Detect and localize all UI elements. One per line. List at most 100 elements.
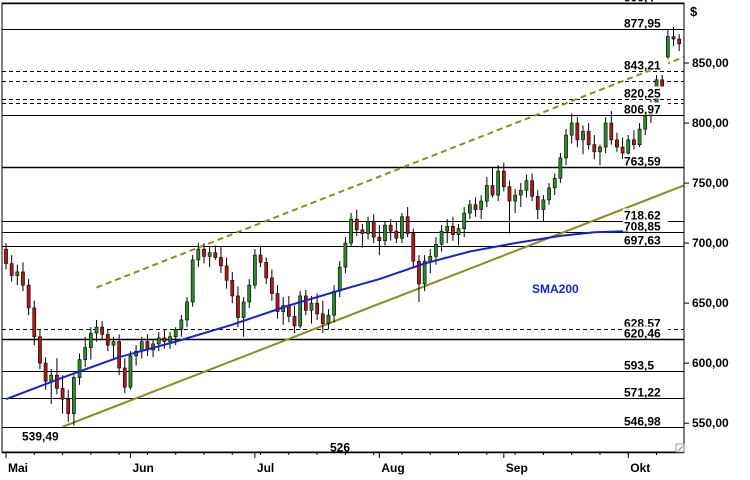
level-label: 820,25	[624, 87, 661, 101]
candle-body-up	[337, 266, 342, 292]
candle	[637, 123, 642, 148]
candle-body-down	[38, 336, 42, 364]
candle-body-up	[513, 194, 517, 202]
candle	[411, 228, 416, 268]
candle-body-up	[185, 301, 189, 321]
candle-body-down	[292, 316, 297, 327]
candle	[417, 255, 421, 302]
candle-body-up	[462, 212, 467, 230]
level-label-bg	[623, 16, 669, 29]
candle-body-up	[428, 256, 433, 262]
candle	[26, 279, 31, 316]
candle-body-down	[230, 280, 235, 297]
candle-body-down	[32, 307, 37, 338]
level-label-bg	[623, 86, 669, 99]
level-label: 571,22	[624, 386, 661, 400]
candle-body-down	[490, 185, 495, 196]
candle	[179, 315, 184, 337]
candle-body-down	[405, 216, 410, 234]
candle-body-up	[196, 248, 201, 261]
candle-body-up	[173, 329, 178, 338]
candle	[100, 321, 105, 340]
candle	[55, 358, 59, 395]
candle-body-up	[179, 319, 184, 330]
candle-body-up	[564, 134, 568, 159]
candle	[224, 257, 229, 289]
x-tick-label: Mai	[8, 461, 28, 475]
candle-body-down	[377, 236, 382, 242]
candle-body-up	[666, 36, 670, 58]
candle	[609, 111, 614, 145]
candle-body-down	[394, 230, 399, 239]
candle	[202, 243, 206, 264]
candle-body-down	[320, 313, 325, 324]
candle-body-up	[83, 347, 88, 360]
level-label: 539,49	[22, 430, 59, 444]
candle	[626, 135, 631, 157]
candle	[360, 223, 365, 248]
candle	[473, 197, 478, 217]
candle-body-down	[117, 341, 121, 369]
candle-body-up	[547, 187, 551, 201]
corner-resize-icon-stroke	[677, 445, 684, 452]
candle	[270, 269, 274, 301]
candle	[501, 162, 506, 192]
candle-body-up	[603, 122, 608, 148]
candle	[383, 221, 387, 246]
level-label-bg	[623, 208, 669, 221]
level-label: 546,98	[624, 415, 661, 429]
level-label: 697,63	[624, 234, 661, 248]
candle	[422, 255, 427, 292]
candle-body-down	[66, 398, 71, 414]
candle-body-up	[88, 332, 93, 348]
level-label: 526	[330, 441, 350, 455]
candle	[320, 300, 325, 334]
candle	[298, 291, 303, 329]
candle	[122, 358, 127, 394]
candle	[586, 123, 591, 150]
candle-body-down	[371, 221, 376, 238]
candle-body-down	[451, 225, 455, 236]
candles	[4, 27, 682, 426]
candle-body-down	[224, 265, 229, 281]
level-label: 593,5	[624, 359, 654, 373]
candle	[15, 264, 20, 286]
level-label-bg	[329, 440, 353, 453]
candle-body-down	[43, 362, 48, 382]
candle	[620, 137, 625, 160]
candle-body-up	[439, 230, 444, 245]
candle	[394, 221, 399, 244]
candle	[666, 29, 670, 61]
candle	[671, 27, 676, 47]
candle	[66, 389, 71, 422]
candle-body-down	[507, 186, 512, 202]
candle-body-up	[400, 216, 404, 239]
candle	[105, 329, 110, 352]
currency-label: $	[690, 4, 698, 19]
level-label-bg	[623, 102, 669, 115]
candle-body-down	[270, 277, 274, 294]
candle	[615, 132, 619, 152]
candle	[541, 195, 546, 222]
candle	[462, 207, 467, 238]
candle	[552, 173, 557, 196]
level-label-bg	[623, 219, 669, 232]
candle	[445, 219, 450, 244]
x-tick-label: Jun	[132, 461, 153, 475]
candle-body-down	[122, 367, 127, 388]
level-label: 900,4	[624, 0, 654, 5]
axes: 550,00 600,00 650,00 700,00 750,00 800,00 850,…	[1, 2, 729, 475]
candle-body-down	[275, 293, 280, 312]
candle	[213, 245, 218, 260]
candle	[484, 177, 489, 208]
candle	[156, 331, 161, 352]
candle-body-up	[190, 259, 195, 303]
candle-body-down	[586, 131, 591, 145]
candle	[405, 207, 410, 238]
candle-body-up	[552, 177, 557, 189]
candle-body-down	[632, 139, 636, 145]
candle	[72, 375, 76, 426]
candle	[60, 375, 65, 414]
candle	[354, 209, 359, 236]
